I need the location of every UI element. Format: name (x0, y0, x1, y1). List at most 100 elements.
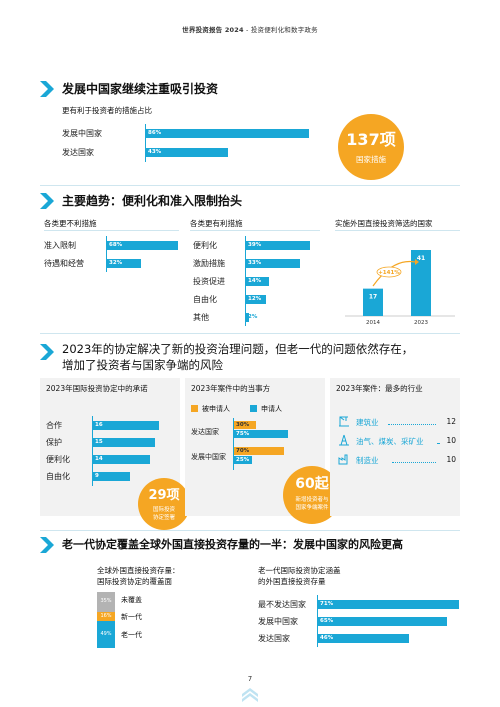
coverage-stacked-bar: 35% 16% 49% (97, 592, 115, 648)
leader-line (437, 443, 439, 444)
bar-value: 46% (320, 635, 334, 641)
bar-fav-other: 2% (246, 313, 257, 322)
panel-oldgen-title-line2: 的外国直接投资存量 (258, 577, 326, 586)
bar-commit-cooperation: 16 (93, 421, 159, 430)
callout-text: 协定签署 (152, 515, 175, 521)
bar-value: 14 (95, 456, 103, 462)
fav-label-1: 激励措施 (193, 259, 225, 268)
unfav-label-0: 准入限制 (44, 241, 76, 250)
section3-title-line1: 2023年的协定解决了新的投资治理问题，但老一代的问题依然存在， (62, 342, 414, 356)
bar-unfav-treatment: 32% (107, 259, 141, 268)
commit-label-3: 自由化 (46, 472, 70, 481)
bar-value-label: 17 (369, 294, 377, 301)
leader-line (392, 462, 436, 463)
segment-new-generation: 16% (97, 611, 115, 621)
bar-developed-claimant: 75% (234, 430, 288, 438)
bar-unfav-entry: 68% (107, 241, 179, 250)
bar-value: 32% (109, 260, 123, 266)
legend-label-old-generation: 老一代 (121, 631, 142, 639)
bar-value: 25% (236, 457, 250, 463)
segment-value: 16% (100, 612, 112, 619)
panel-rule (335, 230, 460, 231)
bar-value: 15 (95, 439, 103, 445)
axis-line (92, 416, 93, 486)
industry-value-manufacturing: 10 (446, 455, 456, 464)
bar-value-label: 41 (417, 255, 425, 262)
leader-line (388, 424, 436, 425)
section1-title: 发展中国家继续注重吸引投资 (62, 82, 219, 96)
bar-value: 70% (236, 448, 250, 454)
chevron-right-icon (40, 537, 54, 553)
oldgen-label-ldc: 最不发达国家 (258, 600, 306, 609)
bar-value: 39% (248, 242, 262, 248)
bar-value: 30% (236, 422, 250, 428)
oldgen-label-developed: 发达国家 (258, 634, 290, 643)
bar-commit-facilitation: 14 (93, 455, 151, 464)
bar-value: 9 (95, 473, 99, 479)
fav-label-2: 投资促进 (193, 277, 225, 286)
bar-value: 16 (95, 422, 103, 428)
parties-label-developed: 发达国家 (191, 428, 219, 436)
panel-rule (190, 230, 320, 231)
bar-developed: 43% (146, 148, 228, 157)
segment-old-generation: 49% (97, 620, 115, 648)
legend-swatch-claimant (250, 405, 257, 412)
growth-arrowhead (415, 259, 419, 265)
crane-icon (339, 416, 349, 427)
axis-line (245, 236, 246, 326)
panel-industries (330, 378, 460, 516)
panel-coverage-title-line1: 全球外国直接投资存量： (97, 566, 180, 575)
section1-row-label-developed: 发达国家 (62, 148, 94, 157)
section1-row-label-developing: 发展中国家 (62, 129, 102, 138)
bar-commit-liberalization: 9 (93, 472, 130, 481)
page-number: 7 (247, 675, 253, 683)
bar-developed-respondent: 30% (234, 421, 256, 429)
bar-value: 68% (109, 242, 123, 248)
panel-unfavorable-title: 各类更不利措施 (44, 219, 97, 228)
legend-label-claimant: 申请人 (261, 405, 282, 413)
category-label: 2023 (414, 320, 428, 326)
axis-line (106, 236, 107, 272)
fav-label-4: 其他 (193, 313, 209, 322)
fav-label-0: 便利化 (193, 241, 217, 250)
bar-developing: 86% (146, 129, 310, 138)
parties-label-developing: 发展中国家 (191, 453, 226, 461)
panel-screening-title: 实施外国直接投资筛选的国家 (335, 219, 433, 228)
section3-title-line2: 增加了投资者与国家争端的风险 (62, 358, 223, 372)
axis-line (145, 124, 146, 162)
bar-value: 65% (320, 618, 334, 624)
bar-value: 86% (148, 130, 162, 136)
segment-value: 35% (100, 598, 112, 604)
report-title: 世界投资报告 2024 (182, 26, 244, 34)
bar-value: 2% (248, 314, 258, 320)
chevron-up-icon (242, 688, 258, 702)
industry-label-construction: 建筑业 (356, 418, 379, 427)
industry-label-oil-gas: 油气、煤炭、采矿业 (356, 437, 424, 446)
bar-developing-respondent: 70% (234, 447, 285, 455)
legend-label-new-generation: 新一代 (121, 613, 142, 621)
industry-value-oil-gas: 10 (446, 436, 456, 445)
growth-annotation: +141% (378, 270, 400, 276)
report-subtitle: 投资便利化和数字政务 (250, 26, 318, 34)
category-label: 2014 (366, 320, 380, 326)
callout-text: 国际投资 (152, 507, 175, 513)
bar-fav-incentives: 33% (246, 259, 301, 268)
axis-line (233, 418, 234, 470)
callout-text: 国家措施 (356, 155, 386, 164)
commit-label-1: 保护 (46, 438, 62, 447)
bar-fav-facilitation: 39% (246, 241, 311, 250)
bar-fav-promotion: 14% (246, 277, 270, 286)
section-divider (40, 333, 460, 334)
callout-number: 60起 (295, 476, 329, 492)
growth-badge (376, 266, 402, 278)
panel-parties-title: 2023年案件中的当事方 (191, 384, 271, 393)
bar-oldgen-developed: 46% (318, 634, 410, 643)
callout-number: 137项 (346, 130, 396, 149)
commit-label-2: 便利化 (46, 455, 70, 464)
section-divider (40, 185, 460, 186)
bar-oldgen-ldc: 71% (318, 600, 459, 609)
section4-title: 老一代协定覆盖全球外国直接投资存量的一半：发展中国家的风险更高 (62, 538, 403, 551)
callout-circle-iias: 29项 国际投资 协定签署 (138, 478, 190, 530)
bar-2014 (363, 288, 383, 316)
screening-bar-chart: 17 2014 41 2023 +141% (345, 250, 455, 326)
